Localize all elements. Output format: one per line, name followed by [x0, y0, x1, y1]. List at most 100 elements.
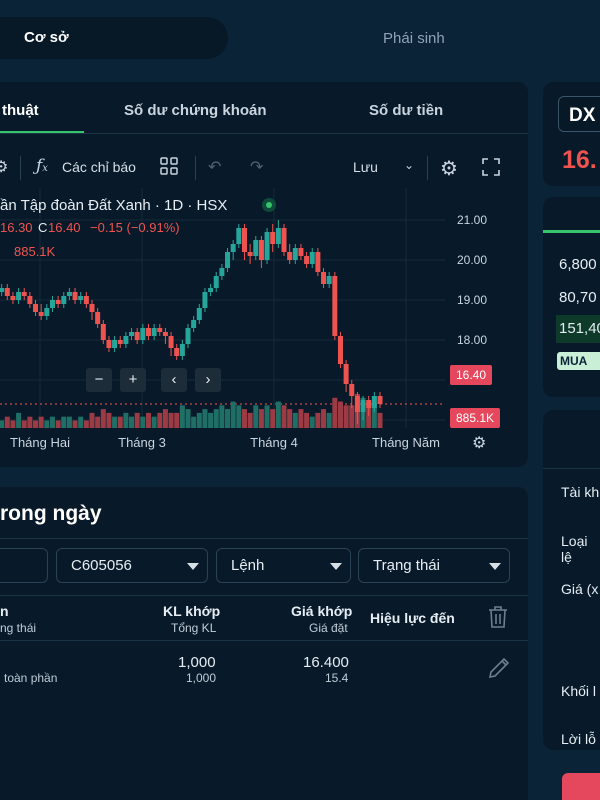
- account-select[interactable]: C605056: [56, 548, 208, 583]
- candle-body: [4, 288, 10, 296]
- candle-body: [151, 328, 157, 336]
- ticker-search[interactable]: DX: [558, 96, 600, 132]
- volume-bar: [106, 412, 112, 428]
- search-input[interactable]: [0, 548, 48, 583]
- volume-bar: [123, 412, 129, 428]
- volume-bar: [213, 409, 219, 428]
- volume-bar: [349, 405, 355, 428]
- candle-body: [219, 268, 225, 276]
- candle-body: [264, 232, 270, 260]
- volume-bar: [304, 412, 310, 428]
- form-label-price: Giá (x: [561, 581, 599, 597]
- volume-bar: [287, 409, 293, 428]
- candle-body: [16, 292, 22, 300]
- save-button[interactable]: Lưu: [353, 159, 378, 175]
- segment-spot[interactable]: Cơ sở: [0, 17, 228, 59]
- candle-body: [230, 244, 236, 252]
- scroll-right-button[interactable]: ›: [195, 368, 221, 392]
- scroll-left-button[interactable]: ‹: [161, 368, 187, 392]
- status-select[interactable]: Trạng thái: [358, 548, 510, 583]
- candle-body: [343, 364, 349, 384]
- volume-bar: [230, 401, 236, 428]
- fullscreen-icon[interactable]: [482, 158, 500, 181]
- volume-bar: [157, 412, 163, 428]
- last-price-tag: 16.40: [450, 365, 493, 385]
- zoom-out-button[interactable]: −: [86, 368, 112, 392]
- volume-bar: [270, 409, 276, 428]
- volume-bar: [21, 420, 27, 428]
- volume-bar: [337, 401, 343, 428]
- orderbook-row-1: 6,800: [559, 256, 597, 273]
- volume-bar: [78, 416, 84, 428]
- toolbar-divider: [20, 156, 21, 180]
- candle-body: [281, 228, 287, 252]
- form-divider: [543, 468, 600, 469]
- candle-body: [270, 232, 276, 244]
- col-header-order-price: Giá đặt: [309, 621, 348, 635]
- tab-cash-balance[interactable]: Số dư tiền: [369, 102, 444, 119]
- order-type-select[interactable]: Lệnh: [216, 548, 351, 583]
- candle-body: [83, 296, 89, 304]
- candle-body: [66, 292, 72, 296]
- volume-bar: [236, 405, 242, 428]
- settings-gear-icon[interactable]: ⚙: [440, 158, 458, 180]
- volume-bar: [66, 416, 72, 428]
- candle-body: [349, 384, 355, 396]
- candle-body: [258, 240, 264, 260]
- volume-bar: [174, 412, 180, 428]
- function-icon[interactable]: ƒx: [36, 156, 48, 176]
- undo-icon[interactable]: ↶: [208, 159, 222, 176]
- x-tick-label: Tháng 4: [250, 435, 298, 450]
- x-tick-label: Tháng Năm: [372, 435, 440, 450]
- candle-body: [236, 228, 242, 244]
- ohlc-close-label: C: [38, 220, 48, 235]
- y-tick-label: 21.00: [457, 213, 487, 227]
- indicators-button[interactable]: Các chỉ báo: [62, 159, 136, 175]
- ohlc-partial: 16.30: [0, 220, 33, 235]
- chevron-down-icon[interactable]: ⌄: [404, 158, 415, 172]
- edit-pencil-icon[interactable]: [487, 656, 511, 685]
- order-matched-qty: 1,000: [178, 654, 216, 671]
- segment-derivatives[interactable]: Phái sinh: [383, 30, 445, 47]
- active-tab-indicator: [0, 131, 84, 133]
- time-settings-icon[interactable]: ⚙: [472, 435, 487, 452]
- candle-body: [117, 340, 123, 344]
- redo-icon[interactable]: ↷: [250, 159, 264, 176]
- candle-body: [129, 332, 135, 336]
- candle-body: [191, 320, 197, 328]
- candle-body: [304, 256, 310, 264]
- tab-divider: [0, 133, 528, 134]
- orderbook-row-2: 80,70: [559, 289, 597, 306]
- candle-body: [145, 328, 151, 336]
- volume-bar: [241, 409, 247, 428]
- volume-bar: [55, 420, 61, 428]
- sell-button[interactable]: [562, 773, 600, 800]
- candle-body: [208, 288, 214, 292]
- trash-icon[interactable]: [488, 606, 508, 633]
- volume-bar: [225, 409, 231, 428]
- candle-body: [72, 292, 78, 300]
- zoom-in-button[interactable]: +: [120, 368, 146, 392]
- orderbook-row-3: 151,40: [559, 320, 600, 337]
- volume-bar: [377, 412, 383, 428]
- volume-bar: [185, 409, 191, 428]
- volume-bar: [72, 420, 78, 428]
- tab-technical[interactable]: thuật: [2, 102, 39, 119]
- market-segment-control: Cơ sở Phái sinh: [0, 0, 600, 75]
- candle-body: [315, 252, 321, 272]
- candle-body: [168, 336, 174, 348]
- tab-securities-balance[interactable]: Số dư chứng khoán: [124, 102, 267, 119]
- volume-bar: [10, 420, 16, 428]
- volume-bar: [371, 405, 377, 428]
- templates-grid-icon[interactable]: [160, 157, 178, 180]
- volume-bar: [33, 420, 39, 428]
- volume-bar: [191, 416, 197, 428]
- candle-body: [174, 348, 180, 356]
- candle-type-icon[interactable]: ⚙: [0, 159, 9, 176]
- volume-bar: [179, 405, 185, 428]
- candle-body: [309, 252, 315, 264]
- candle-body: [112, 340, 118, 348]
- volume-bar: [44, 420, 50, 428]
- account-select-value: C605056: [71, 557, 132, 574]
